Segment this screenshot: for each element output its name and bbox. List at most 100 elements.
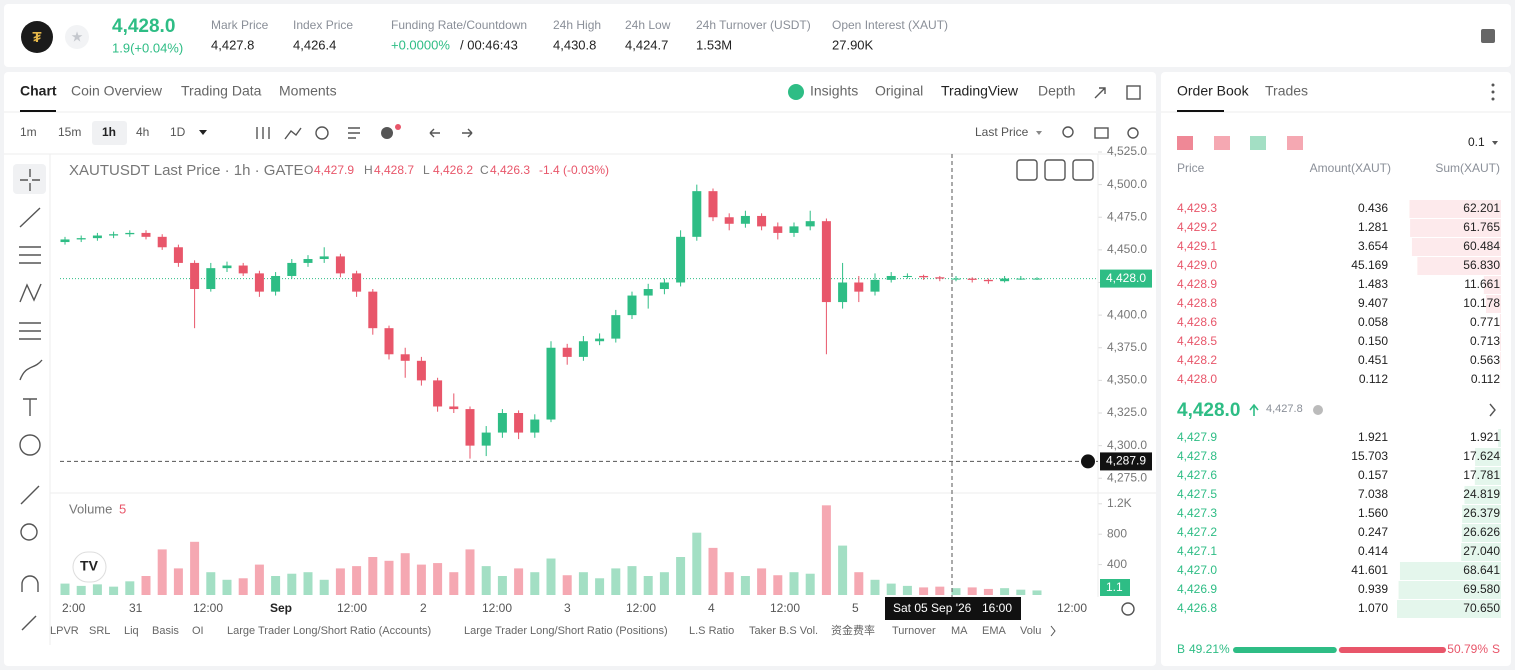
undo-icon[interactable] bbox=[429, 128, 440, 138]
view-tab[interactable]: Original bbox=[875, 83, 923, 99]
redo-icon[interactable] bbox=[462, 128, 473, 138]
template-icon[interactable] bbox=[348, 127, 360, 139]
zoom-tool[interactable] bbox=[20, 523, 38, 541]
pattern-tool[interactable] bbox=[19, 283, 42, 303]
favorite-button[interactable] bbox=[65, 25, 89, 49]
price-type-dropdown[interactable] bbox=[1036, 131, 1042, 135]
line-tool[interactable] bbox=[19, 207, 41, 228]
precision[interactable]: 0.1 bbox=[1468, 135, 1485, 149]
book-tab[interactable]: Trades bbox=[1265, 83, 1308, 99]
price-type[interactable]: Last Price bbox=[975, 125, 1029, 139]
book-price[interactable]: 4,427.6 bbox=[1177, 468, 1217, 482]
magnet-tool[interactable] bbox=[21, 575, 39, 592]
favorite-star[interactable]: ★ bbox=[71, 29, 84, 45]
indicator[interactable]: Turnover bbox=[892, 625, 936, 637]
book-price[interactable]: 4,427.3 bbox=[1177, 506, 1217, 520]
search-icon[interactable] bbox=[1062, 126, 1074, 138]
interval[interactable]: 15m bbox=[58, 125, 81, 139]
book-price[interactable]: 4,427.5 bbox=[1177, 487, 1217, 501]
tab[interactable]: Trading Data bbox=[181, 83, 262, 99]
book-price[interactable]: 4,428.8 bbox=[1177, 296, 1217, 310]
indicator[interactable]: Large Trader Long/Short Ratio (Positions… bbox=[464, 625, 668, 637]
header-menu-icon[interactable] bbox=[1481, 29, 1495, 43]
book-price[interactable]: 4,428.2 bbox=[1177, 353, 1217, 367]
fullscreen-icon[interactable] bbox=[1094, 87, 1106, 99]
volume-bar bbox=[319, 579, 329, 595]
sync-button[interactable] bbox=[1072, 159, 1094, 181]
indicator[interactable]: 资金费率 bbox=[831, 623, 875, 637]
book-view-asks[interactable] bbox=[1287, 136, 1303, 150]
indicator[interactable]: Liq bbox=[124, 625, 139, 637]
book-view-bids[interactable] bbox=[1250, 136, 1266, 150]
left-tools[interactable] bbox=[19, 169, 43, 631]
view-tab[interactable]: Depth bbox=[1038, 83, 1075, 99]
interval-dropdown[interactable] bbox=[199, 130, 207, 135]
menu-dot[interactable] bbox=[1491, 83, 1495, 87]
tab[interactable]: Moments bbox=[279, 83, 337, 99]
book-price[interactable]: 4,428.9 bbox=[1177, 277, 1217, 291]
menu-dot[interactable] bbox=[1491, 90, 1495, 94]
volume-bar bbox=[708, 547, 718, 595]
indicators-more[interactable] bbox=[1050, 625, 1056, 637]
interval[interactable]: 1D bbox=[170, 125, 186, 139]
erase-tool[interactable] bbox=[21, 615, 37, 631]
indicator[interactable]: L.S Ratio bbox=[689, 625, 734, 637]
book-price[interactable]: 4,428.5 bbox=[1177, 334, 1217, 348]
book-view-mixed[interactable] bbox=[1214, 136, 1230, 150]
book-price[interactable]: 4,429.1 bbox=[1177, 239, 1217, 253]
axis-settings[interactable] bbox=[1121, 602, 1135, 616]
scroll-button[interactable] bbox=[1016, 159, 1038, 181]
interval[interactable]: 1h bbox=[102, 125, 116, 139]
crosshair-tool[interactable] bbox=[20, 169, 40, 191]
book-price[interactable]: 4,428.6 bbox=[1177, 315, 1217, 329]
book-price[interactable]: 4,426.8 bbox=[1177, 601, 1217, 615]
indicator[interactable]: Volu bbox=[1020, 625, 1041, 637]
add-icon[interactable] bbox=[381, 127, 393, 139]
text-tool[interactable] bbox=[23, 398, 37, 416]
indicator[interactable]: EMA bbox=[982, 625, 1007, 637]
book-price[interactable]: 4,429.2 bbox=[1177, 220, 1217, 234]
toolbar-icons[interactable]: TV bbox=[72, 83, 1496, 616]
replay-icon[interactable] bbox=[315, 126, 329, 140]
tab[interactable]: Chart bbox=[20, 83, 57, 99]
book-price[interactable]: 4,427.2 bbox=[1177, 525, 1217, 539]
tab[interactable]: Coin Overview bbox=[71, 83, 163, 99]
projection-tool[interactable] bbox=[19, 322, 41, 340]
book-price[interactable]: 4,427.8 bbox=[1177, 449, 1217, 463]
precision-dropdown[interactable] bbox=[1492, 141, 1498, 145]
expand-arrow[interactable] bbox=[1489, 403, 1496, 417]
collapse-button[interactable] bbox=[1044, 159, 1066, 181]
emoji-tool[interactable] bbox=[19, 434, 41, 456]
indicator-icon[interactable] bbox=[284, 127, 302, 140]
brush-tool[interactable] bbox=[19, 359, 43, 381]
indicator[interactable]: OI bbox=[192, 625, 204, 637]
indicator[interactable]: LPVR bbox=[50, 625, 79, 637]
menu-dot[interactable] bbox=[1491, 97, 1495, 101]
book-view-both[interactable] bbox=[1177, 136, 1193, 150]
interval[interactable]: 1m bbox=[20, 125, 37, 139]
fib-tool[interactable] bbox=[19, 246, 41, 264]
book-price[interactable]: 4,426.9 bbox=[1177, 582, 1217, 596]
view-tab[interactable]: Insights bbox=[810, 83, 858, 99]
view-tab[interactable]: TradingView bbox=[941, 83, 1019, 99]
book-price[interactable]: 4,428.0 bbox=[1177, 372, 1217, 386]
indicator[interactable]: Large Trader Long/Short Ratio (Accounts) bbox=[227, 625, 431, 637]
book-price[interactable]: 4,429.0 bbox=[1177, 258, 1217, 272]
book-price[interactable]: 4,427.0 bbox=[1177, 563, 1217, 577]
indicator[interactable]: Basis bbox=[152, 625, 179, 637]
indicator[interactable]: SRL bbox=[89, 625, 110, 637]
interval[interactable]: 4h bbox=[136, 125, 149, 139]
book-price[interactable]: 4,427.1 bbox=[1177, 544, 1217, 558]
book-tab[interactable]: Order Book bbox=[1177, 83, 1250, 99]
indicator[interactable]: MA bbox=[951, 625, 968, 637]
settings-icon[interactable] bbox=[1127, 127, 1139, 139]
indicator[interactable]: Taker B.S Vol. bbox=[749, 625, 818, 637]
book-price[interactable]: 4,429.3 bbox=[1177, 201, 1217, 215]
snapshot-icon[interactable] bbox=[1094, 127, 1109, 139]
ruler-tool[interactable] bbox=[20, 485, 40, 505]
crosshair-add[interactable] bbox=[1081, 454, 1095, 469]
book-price[interactable]: 4,427.9 bbox=[1177, 430, 1217, 444]
candle-type-icon[interactable] bbox=[256, 127, 270, 139]
stat-label: Funding Rate/Countdown bbox=[391, 18, 527, 32]
layout-icon[interactable] bbox=[1126, 85, 1141, 100]
